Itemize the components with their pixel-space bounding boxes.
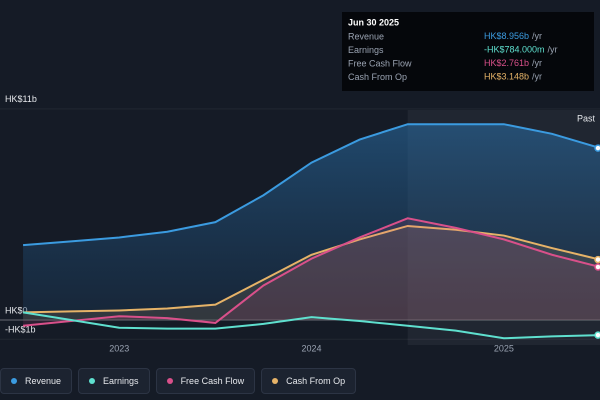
tooltip: Jun 30 2025 Revenue HK$8.956b/yr Earnings -H… bbox=[342, 12, 594, 91]
legend-label: Revenue bbox=[25, 376, 62, 386]
x-tick-label: 2023 bbox=[109, 343, 129, 353]
past-label: Past bbox=[577, 113, 596, 123]
tooltip-value-text: HK$2.761b bbox=[484, 58, 529, 68]
y-tick-label: HK$11b bbox=[5, 94, 37, 104]
y-tick-label: HK$0 bbox=[5, 305, 28, 315]
tooltip-value: HK$3.148b/yr bbox=[484, 72, 542, 82]
tooltip-box bbox=[342, 12, 594, 91]
series-area bbox=[23, 218, 600, 326]
end-point bbox=[594, 263, 600, 271]
series-area bbox=[23, 124, 600, 321]
series-line bbox=[22, 123, 600, 247]
tooltip-unit: /yr bbox=[532, 72, 542, 82]
x-tick-label: 2025 bbox=[494, 343, 514, 353]
legend-swatch bbox=[11, 378, 17, 384]
legend: Revenue Earnings Free Cash Flow Cash From O… bbox=[0, 368, 357, 394]
legend-swatch bbox=[166, 378, 173, 384]
tooltip-value: HK$8.956b/yr bbox=[484, 31, 542, 41]
tooltip-name: Earnings bbox=[348, 45, 384, 55]
series-line bbox=[22, 311, 600, 340]
tooltip-name: Revenue bbox=[348, 31, 384, 41]
legend-item[interactable]: Free Cash Flow bbox=[155, 368, 256, 394]
tooltip-value-text: HK$8.956b bbox=[484, 31, 529, 41]
tooltip-value-text: HK$3.148b bbox=[484, 72, 529, 82]
tooltip-unit: /yr bbox=[548, 45, 558, 55]
y-tick-label: -HK$1b bbox=[5, 325, 36, 335]
tooltip-unit: /yr bbox=[532, 31, 542, 41]
tooltip-unit: /yr bbox=[532, 58, 542, 68]
legend-swatch bbox=[272, 378, 279, 384]
legend-item[interactable]: Earnings bbox=[78, 368, 150, 394]
legend-label: Cash From Op bbox=[286, 376, 346, 386]
tooltip-value-text: -HK$784.000m bbox=[484, 45, 545, 55]
series-line bbox=[23, 224, 600, 314]
end-point bbox=[594, 255, 600, 264]
legend-item[interactable]: Cash From Op bbox=[261, 368, 357, 394]
series-line bbox=[22, 217, 600, 327]
tooltip-title: Jun 30 2025 bbox=[348, 17, 399, 27]
tooltip-name: Free Cash Flow bbox=[348, 58, 412, 68]
legend-label: Earnings bbox=[103, 376, 139, 386]
tooltip-name: Cash From Op bbox=[348, 72, 407, 82]
tooltip-value: HK$2.761b/yr bbox=[484, 58, 542, 68]
legend-item[interactable]: Revenue bbox=[0, 368, 73, 394]
tooltip-value: -HK$784.000m/yr bbox=[484, 45, 558, 55]
end-point bbox=[594, 331, 600, 339]
legend-label: Free Cash Flow bbox=[180, 376, 245, 386]
series-area bbox=[23, 225, 600, 321]
end-point bbox=[594, 144, 600, 152]
x-tick-label: 2024 bbox=[302, 343, 322, 353]
legend-swatch bbox=[89, 378, 96, 384]
